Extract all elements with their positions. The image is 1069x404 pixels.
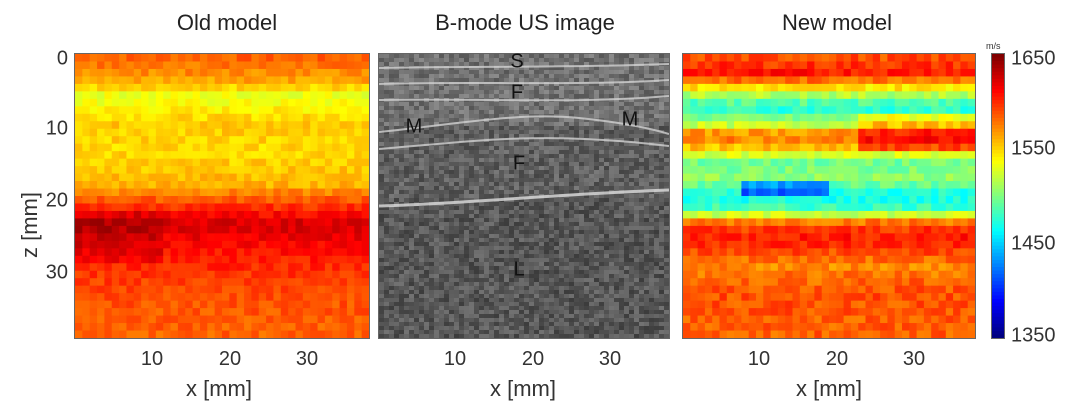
x-tick-old-10: 10 [140,348,164,370]
y-tick-10: 10 [45,117,68,140]
us-label-fat-upper: F [510,81,524,104]
old-model-heatmap [75,54,369,338]
colorbar-unit: m/s [986,41,1001,51]
colorbar-tick-1550: 1550 [1011,137,1056,160]
y-tick-20: 20 [45,189,68,212]
us-label-muscle-left: M [405,115,423,138]
x-tick-old-30: 30 [295,348,319,370]
x-axis-label-new: x [mm] [796,376,862,401]
x-tick-new-30: 30 [902,348,926,370]
x-axis-label-old: x [mm] [186,376,252,401]
x-tick-new-20: 20 [825,348,849,370]
y-tick-0: 0 [56,47,68,70]
us-label-muscle-right: M [621,108,639,131]
colorbar-gradient [992,54,1004,339]
old-model-map [74,53,370,339]
y-tick-30: 30 [45,261,68,284]
ultrasound-texture [379,54,669,338]
y-axis-label: z [mm] [17,192,42,258]
colorbar [991,53,1005,339]
x-tick-us-10: 10 [443,348,467,370]
title-old-model: Old model [176,10,278,35]
colorbar-tick-1450: 1450 [1011,232,1056,255]
new-model-map [682,53,976,339]
title-new-model: New model [781,10,893,35]
x-tick-new-10: 10 [747,348,771,370]
x-tick-old-20: 20 [218,348,242,370]
colorbar-tick-1650: 1650 [1011,47,1056,70]
x-tick-us-20: 20 [521,348,545,370]
us-label-skin: S [510,50,524,73]
us-label-fat-lower: F [512,152,526,175]
colorbar-tick-1350: 1350 [1011,324,1056,347]
title-bmode-image: B-mode US image [435,10,615,35]
x-axis-label-us: x [mm] [490,376,556,401]
x-tick-us-30: 30 [598,348,622,370]
bmode-ultrasound-image [378,53,670,339]
us-label-liver: L [513,258,525,281]
new-model-heatmap [683,54,975,338]
